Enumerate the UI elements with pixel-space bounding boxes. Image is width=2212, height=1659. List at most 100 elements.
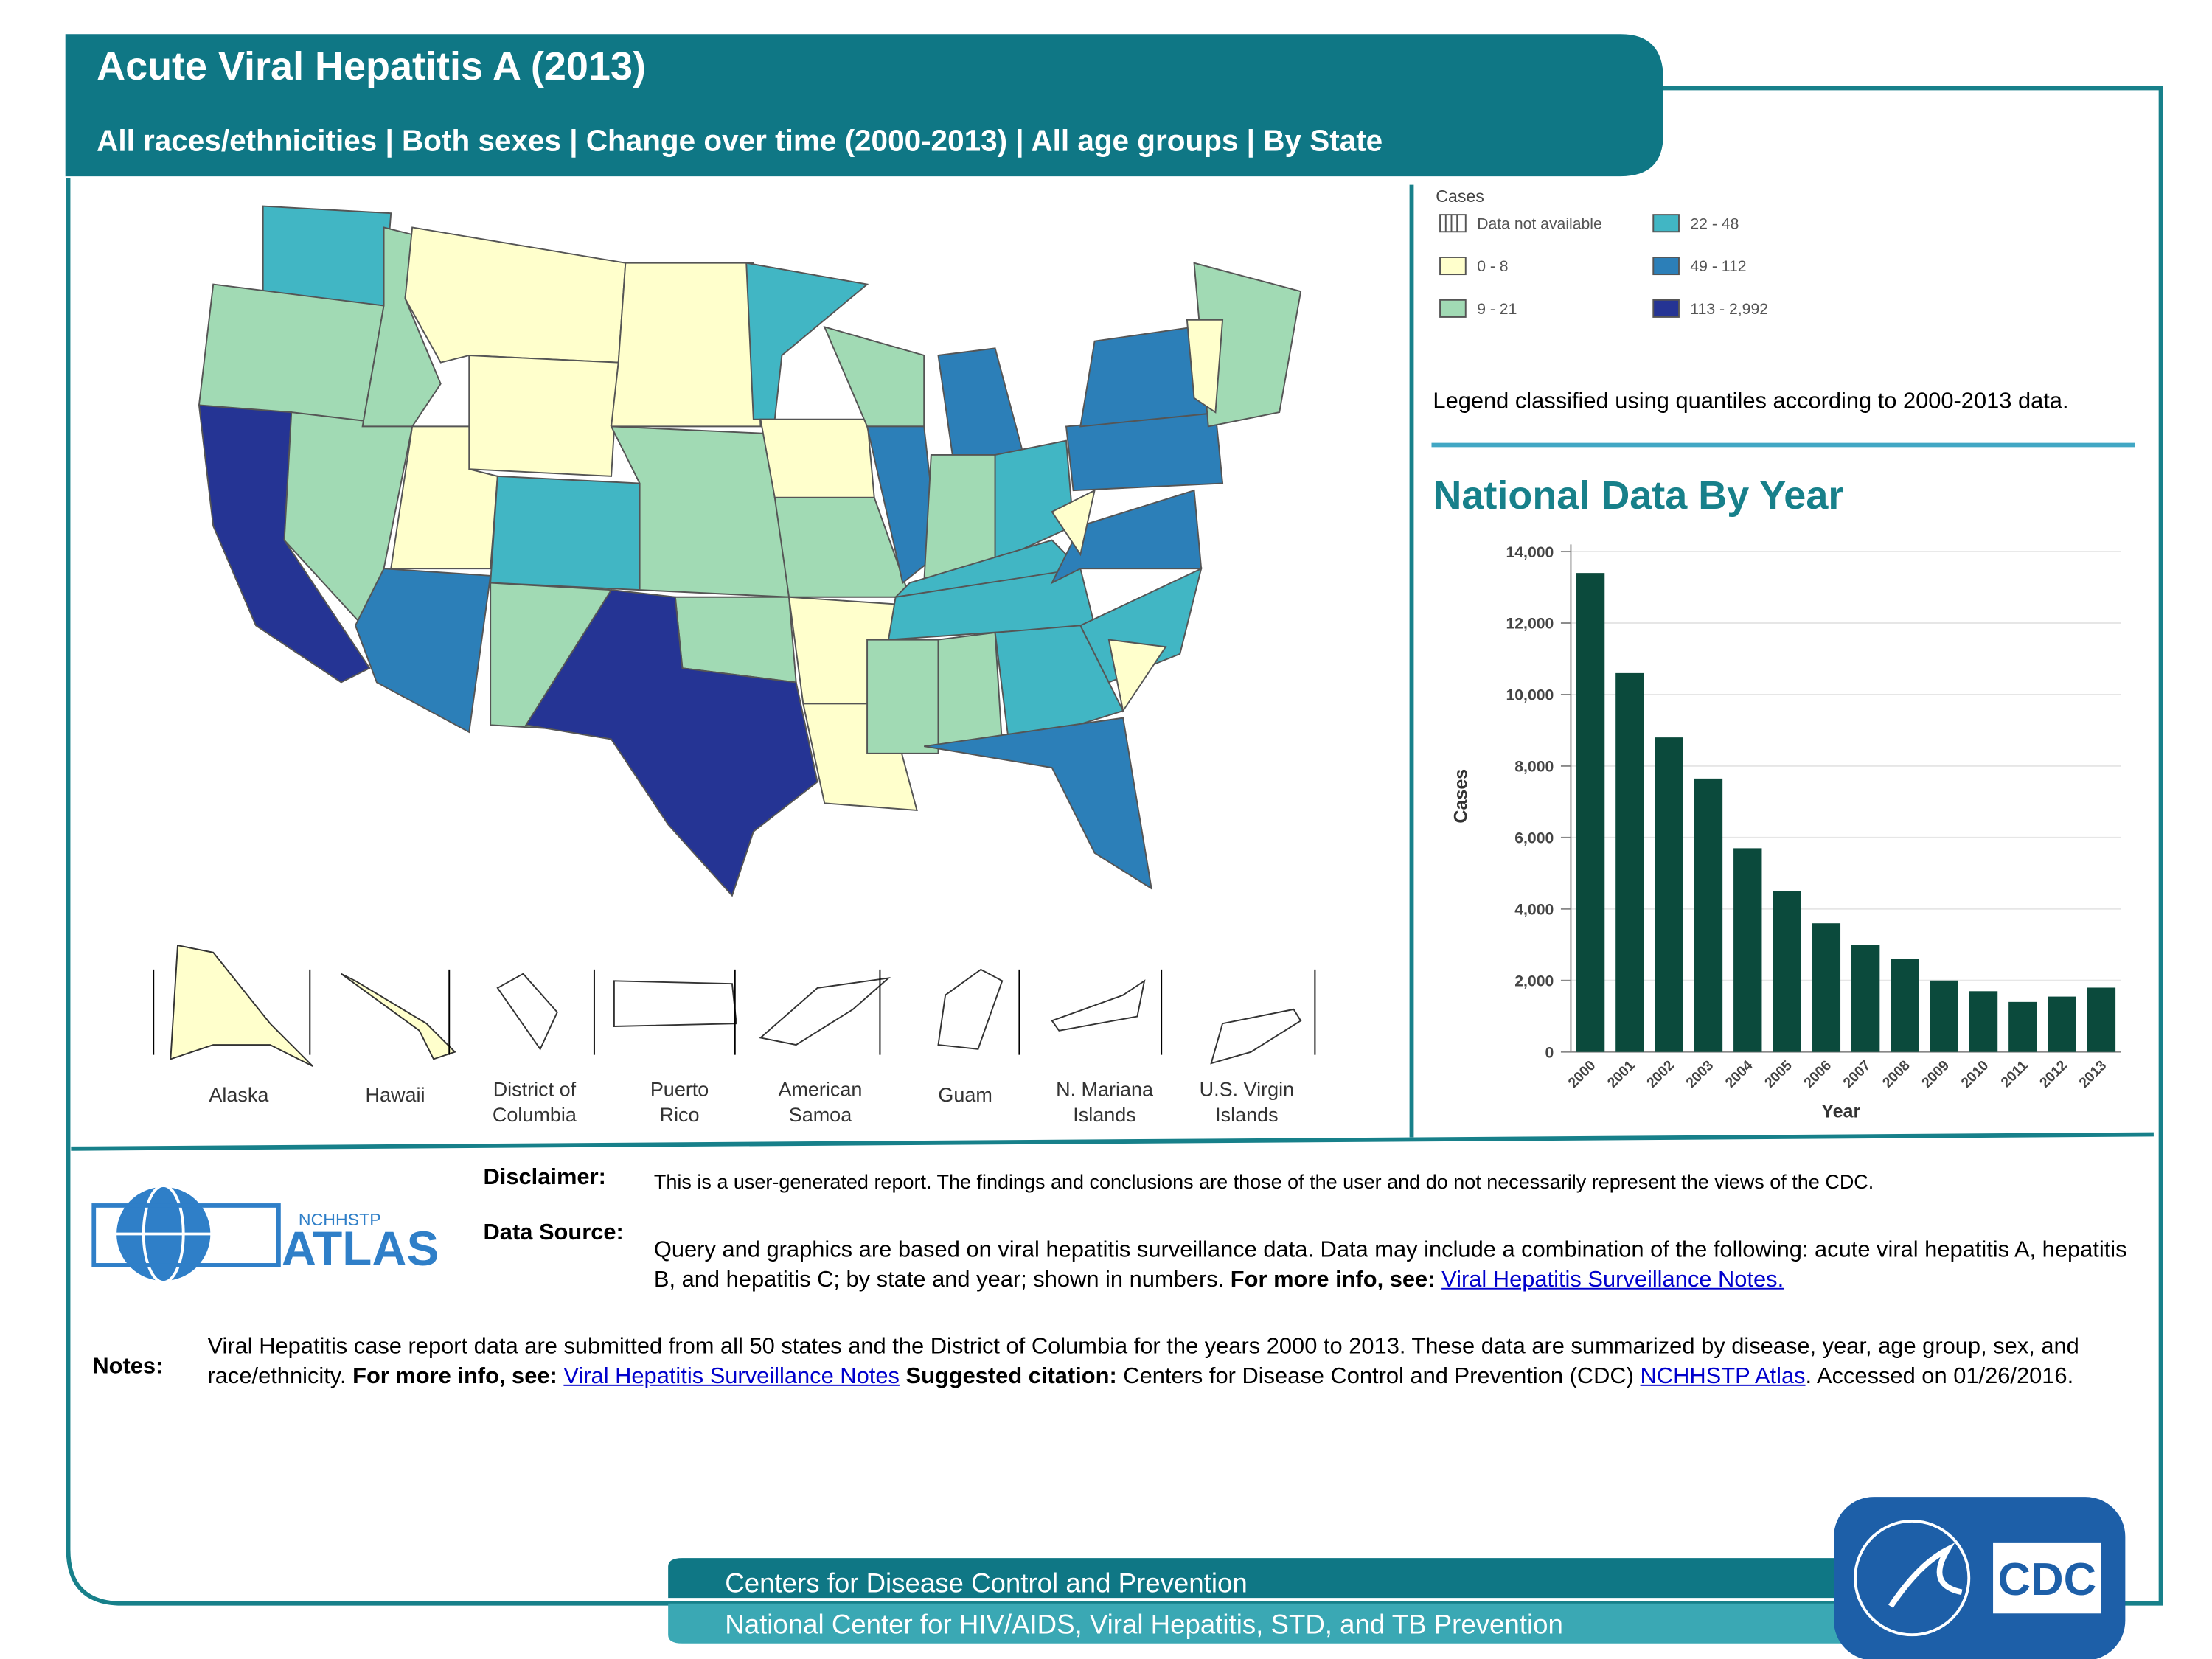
x-tick-label: 2001 (1604, 1057, 1638, 1091)
state (468, 354, 619, 477)
legend-label: Data not available (1477, 215, 1602, 232)
bar (2087, 987, 2116, 1052)
y-axis-label: Cases (1451, 769, 1472, 824)
citation: Centers for Disease Control and Preventi… (1123, 1364, 1634, 1389)
state (866, 639, 939, 754)
territory-label: N. Mariana Islands (1056, 1078, 1153, 1126)
state (198, 283, 385, 428)
x-tick-label: 2012 (2037, 1058, 2070, 1091)
source-text: Query and graphics are based on viral he… (653, 1238, 2127, 1293)
state (924, 717, 1152, 890)
territory-shape (170, 944, 313, 1067)
banner-text: National Center for HIV/AIDS, Viral Hepa… (725, 1609, 1563, 1639)
chart-title: National Data By Year (1433, 473, 1843, 518)
legend-swatch (1439, 214, 1467, 233)
data-source: Query and graphics are based on viral he… (654, 1235, 2146, 1295)
source-more: For more info, see: (1230, 1267, 1436, 1293)
state (994, 439, 1074, 563)
state (1107, 639, 1167, 713)
x-tick-label: 2002 (1644, 1058, 1677, 1091)
disclaimer: This is a user-generated report. The fin… (653, 1169, 1874, 1193)
citation-label: Suggested citation: (905, 1364, 1117, 1389)
state (759, 418, 875, 498)
legend-swatch (1652, 299, 1680, 318)
x-tick-label: 2011 (1998, 1057, 2031, 1091)
notes-text: Viral Hepatitis case report data are sub… (207, 1335, 2079, 1389)
bar (1576, 573, 1605, 1052)
legend-note: Legend classified using quantiles accord… (1433, 387, 2068, 413)
x-tick-label: 2009 (1919, 1058, 1952, 1091)
legend-label: 49 - 112 (1690, 258, 1746, 275)
state (745, 262, 869, 420)
citation-link[interactable]: NCHHSTP Atlas (1640, 1364, 1806, 1389)
hhs-seal (1888, 1543, 1963, 1608)
territory-shape (1210, 1008, 1302, 1065)
x-axis-label: Year (1821, 1101, 1860, 1121)
bar (1733, 848, 1762, 1052)
notes: Viral Hepatitis case report data are sub… (207, 1332, 2098, 1392)
header-bar (65, 34, 1663, 177)
state (404, 226, 627, 364)
bar (1615, 672, 1644, 1052)
x-tick-label: 2000 (1565, 1058, 1599, 1091)
bar (2008, 1001, 2037, 1052)
territory-shape (613, 980, 737, 1028)
x-tick-label: 2013 (2076, 1057, 2110, 1091)
source-link[interactable]: Viral Hepatitis Surveillance Notes. (1441, 1267, 1784, 1293)
state (490, 475, 641, 591)
state (823, 325, 925, 428)
legend-label: 22 - 48 (1690, 215, 1739, 232)
bar (1930, 980, 1958, 1052)
territory-shape (496, 973, 558, 1051)
territory-label: U.S. Virgin Islands (1200, 1078, 1294, 1126)
x-tick-label: 2007 (1840, 1058, 1874, 1091)
state (610, 262, 762, 428)
y-tick-label: 12,000 (1506, 616, 1554, 633)
y-tick-label: 6,000 (1514, 830, 1554, 847)
us-map (198, 205, 1302, 897)
logo-small: NCHHSTP (299, 1210, 381, 1229)
state (1079, 567, 1203, 684)
legend-swatch (1439, 257, 1467, 276)
legend-swatch (1652, 257, 1680, 276)
notes-link[interactable]: Viral Hepatitis Surveillance Notes (563, 1364, 900, 1389)
cdc-text: CDC (1997, 1554, 2096, 1605)
bar (1655, 737, 1683, 1052)
bar (2048, 996, 2076, 1052)
logo: ATLAS (282, 1222, 439, 1276)
legend-swatch (1439, 299, 1467, 318)
territory-label: Hawaii (365, 1084, 425, 1106)
legend-swatch (1652, 214, 1680, 233)
state (937, 631, 1004, 748)
hhs-seal (1854, 1520, 1971, 1637)
state (1186, 319, 1224, 414)
notes-label: Notes: (92, 1354, 164, 1380)
x-tick-label: 2008 (1880, 1057, 1913, 1091)
y-tick-label: 8,000 (1514, 759, 1554, 776)
x-tick-label: 2006 (1801, 1057, 1834, 1091)
legend-label: 0 - 8 (1477, 258, 1508, 275)
state (937, 347, 1025, 456)
subtitle: All races/ethnicities | Both sexes | Cha… (97, 123, 1382, 157)
x-tick-label: 2004 (1722, 1057, 1756, 1091)
x-tick-label: 2003 (1683, 1057, 1717, 1091)
cdc-logo (1834, 1497, 2126, 1659)
accessed: . Accessed on 01/26/2016. (1805, 1364, 2074, 1389)
banner (668, 1558, 1848, 1599)
legend: Data not available 0 - 8 9 - 21 22 - 48 49 -… (1439, 214, 1768, 318)
divider (71, 1132, 2154, 1151)
territory-shape (937, 968, 1004, 1050)
cdc-box (1993, 1542, 2101, 1614)
state (262, 205, 392, 307)
frame (1663, 86, 2163, 1606)
y-tick-label: 4,000 (1514, 902, 1554, 919)
territory-shape (759, 977, 891, 1046)
frame (66, 177, 1848, 1606)
y-tick-label: 10,000 (1506, 687, 1554, 704)
notes-more: For more info, see: (352, 1364, 557, 1389)
state (354, 568, 492, 734)
title: Acute Viral Hepatitis A (2013) (97, 44, 646, 88)
